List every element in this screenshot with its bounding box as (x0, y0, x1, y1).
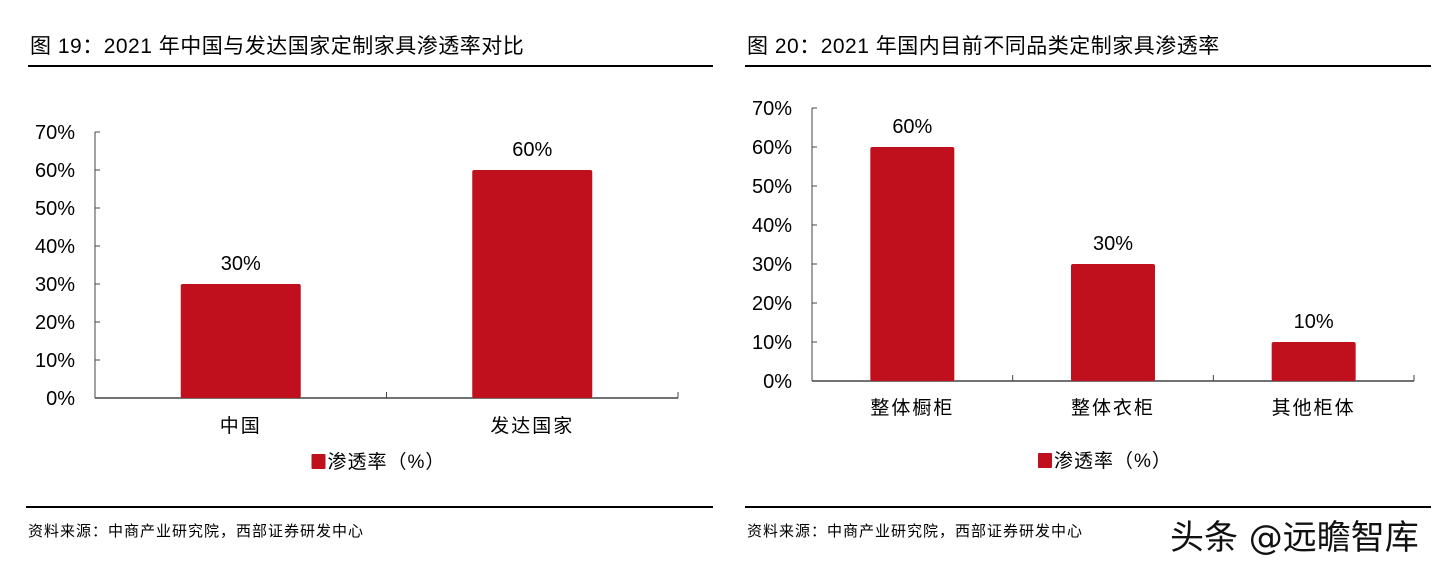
chart-1-y-tick-label: 20% (35, 312, 75, 334)
chart-2-bar-3 (1271, 342, 1356, 381)
chart-2-bar-1 (870, 147, 955, 381)
chart-1-bar-1 (180, 284, 301, 398)
chart-2-legend-swatch (1038, 453, 1052, 468)
chart-1-y-tick-label: 0% (46, 388, 75, 410)
chart-2-bar-2 (1071, 264, 1155, 381)
chart-1-y-tick-label: 50% (35, 198, 75, 220)
chart-1-title: 图 19：2021 年中国与发达国家定制家具渗透率对比 (30, 35, 525, 58)
chart-2-y-tick-label: 60% (752, 137, 792, 159)
chart-2-source: 资料来源：中商产业研究院，西部证券研发中心 (747, 523, 1084, 540)
chart-2-y-tick-label: 40% (752, 215, 792, 237)
watermark: 头条 @远瞻智库 (1170, 518, 1419, 558)
chart-1-legend-label: 渗透率（%） (328, 451, 446, 473)
chart-1-category-label: 中国 (220, 415, 262, 437)
chart-2-y-tick-label: 70% (752, 98, 792, 120)
chart-1-bar-2 (472, 170, 593, 398)
chart-2-category-label: 其他柜体 (1272, 397, 1356, 419)
chart-2-bottom-rule (745, 506, 1431, 508)
chart-1-category-label: 发达国家 (490, 415, 574, 437)
chart-2-y-tick-label: 10% (752, 332, 792, 354)
chart-2-data-label: 30% (1093, 233, 1133, 255)
chart-1-source: 资料来源：中商产业研究院，西部证券研发中心 (28, 523, 365, 540)
chart-2-y-tick-label: 20% (752, 293, 792, 315)
chart-1-y-tick-label: 30% (35, 274, 75, 296)
chart-1-bottom-rule (26, 506, 713, 508)
chart-1-data-label: 30% (221, 253, 261, 275)
chart-2-top-rule (745, 65, 1431, 67)
chart-2-y-tick-label: 50% (752, 176, 792, 198)
chart-2-y-tick-label: 0% (763, 371, 792, 393)
chart-1-y-tick-label: 60% (35, 160, 75, 182)
chart-2-data-label: 60% (892, 116, 932, 138)
chart-1-top-rule (28, 65, 713, 67)
chart-2-y-tick-label: 30% (752, 254, 792, 276)
chart-2-category-label: 整体衣柜 (1071, 397, 1155, 419)
chart-1-y-tick-label: 70% (35, 122, 75, 144)
chart-2-category-label: 整体橱柜 (870, 397, 954, 419)
chart-2-title: 图 20：2021 年国内目前不同品类定制家具渗透率 (747, 35, 1220, 58)
chart-1-legend-swatch (311, 454, 326, 469)
chart-1-y-tick-label: 40% (35, 236, 75, 258)
chart-2-legend-label: 渗透率（%） (1054, 450, 1172, 472)
chart-2-data-label: 10% (1294, 311, 1334, 333)
chart-1-y-tick-label: 10% (35, 350, 75, 372)
chart-1-data-label: 60% (512, 139, 552, 161)
